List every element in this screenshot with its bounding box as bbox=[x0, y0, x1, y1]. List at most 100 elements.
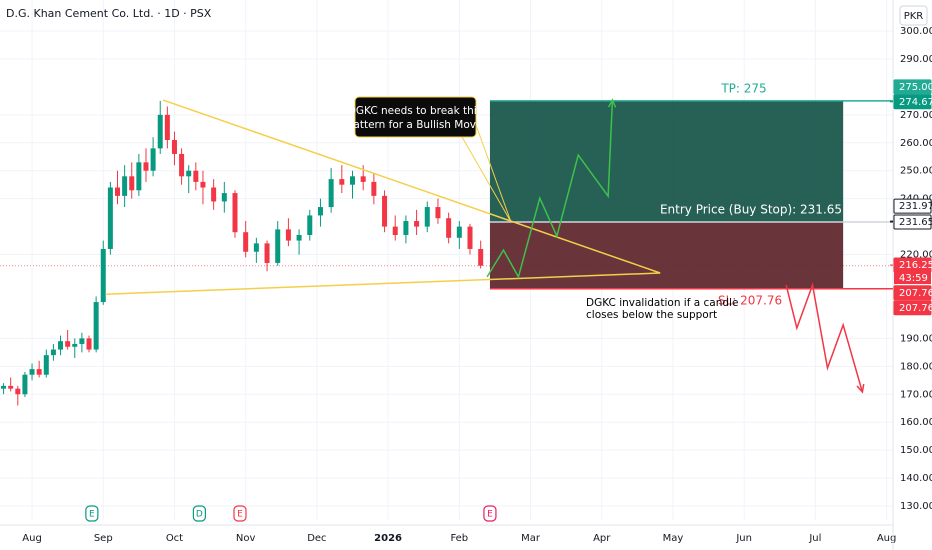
candle-body bbox=[86, 338, 92, 350]
candle-body bbox=[65, 341, 71, 347]
candle-body bbox=[392, 226, 398, 235]
y-tick-label: 170.00 bbox=[900, 389, 932, 400]
tp-label: TP: 275 bbox=[720, 81, 766, 95]
candle-body bbox=[382, 195, 388, 227]
candle-body bbox=[157, 114, 163, 149]
candle-body bbox=[275, 229, 281, 263]
candle-body bbox=[446, 218, 452, 238]
candle-body bbox=[467, 226, 473, 249]
candle-body bbox=[328, 179, 334, 208]
callout-text: DGKC invalidation if a candle bbox=[586, 297, 738, 309]
candle-body bbox=[22, 374, 28, 395]
y-tick-label: 270.00 bbox=[900, 110, 932, 121]
take-profit-zone bbox=[489, 100, 844, 222]
candle-body bbox=[179, 153, 185, 177]
x-tick-label: Oct bbox=[166, 533, 183, 544]
candle-body bbox=[15, 388, 21, 395]
sl-label: SL: 207.76 bbox=[718, 293, 782, 307]
price-tag-label: 231.65 bbox=[899, 217, 932, 228]
candle-body bbox=[211, 187, 217, 202]
price-tag-label: 275.00 bbox=[899, 82, 932, 93]
countdown-label: 43:59 bbox=[899, 273, 928, 284]
candle-body bbox=[435, 207, 441, 219]
candle-body bbox=[285, 229, 291, 241]
candle-body bbox=[43, 355, 49, 375]
projection-arrowhead bbox=[607, 98, 617, 108]
price-tag bbox=[893, 300, 932, 316]
candle-body bbox=[339, 179, 345, 185]
event-icon bbox=[233, 505, 247, 522]
price-tag bbox=[893, 198, 932, 214]
price-tag bbox=[893, 214, 932, 230]
x-tick-label: Aug bbox=[877, 533, 897, 544]
candle-body bbox=[1, 385, 7, 389]
projection-path bbox=[486, 99, 614, 279]
price-tag-label: 207.76 bbox=[899, 303, 932, 314]
trendline bbox=[105, 272, 661, 295]
x-tick-label: May bbox=[663, 533, 684, 544]
candle-body bbox=[107, 187, 113, 249]
x-tick-label: Feb bbox=[450, 533, 468, 544]
x-tick-label: Aug bbox=[22, 533, 42, 544]
y-tick-label: 180.00 bbox=[900, 361, 932, 372]
currency-box[interactable] bbox=[899, 5, 928, 26]
candle-body bbox=[478, 248, 484, 266]
candle-body bbox=[150, 148, 156, 171]
x-tick-label: Mar bbox=[521, 533, 541, 544]
y-tick-label: 140.00 bbox=[900, 473, 932, 484]
candle-body bbox=[296, 234, 302, 241]
candle-body bbox=[264, 243, 270, 263]
projection-arrowhead bbox=[856, 384, 865, 394]
candle-body bbox=[193, 170, 199, 182]
candle-body bbox=[456, 226, 462, 238]
candle-body bbox=[122, 176, 128, 196]
candle-body bbox=[143, 162, 149, 171]
entry-label: Entry Price (Buy Stop): 231.65 bbox=[660, 202, 842, 216]
candle-body bbox=[200, 181, 206, 188]
candle-body bbox=[29, 369, 35, 375]
candle-body bbox=[79, 338, 85, 344]
candle-body bbox=[186, 170, 192, 177]
candle-body bbox=[50, 349, 56, 356]
price-tag-label: 274.67 bbox=[899, 97, 932, 108]
candle-body bbox=[115, 187, 120, 196]
x-tick-label: Apr bbox=[593, 533, 611, 544]
event-icon bbox=[483, 505, 497, 522]
candle-body bbox=[100, 248, 106, 303]
x-tick-label: Sep bbox=[94, 533, 113, 544]
currency-label[interactable]: PKR bbox=[904, 11, 924, 22]
candle-body bbox=[350, 176, 355, 185]
y-tick-label: 150.00 bbox=[900, 445, 932, 456]
candle-body bbox=[307, 215, 313, 235]
callout-text: Pattern for a Bullish Move bbox=[348, 119, 483, 131]
candle-body bbox=[129, 176, 135, 191]
candle-body bbox=[221, 193, 227, 202]
plot: TP: 275 Entry Price (Buy Stop): 231.65 SL:… bbox=[0, 81, 893, 522]
price-tag bbox=[893, 94, 932, 110]
y-tick-label: 220.00 bbox=[900, 250, 932, 261]
candle-body bbox=[243, 232, 249, 252]
candle-body bbox=[403, 221, 409, 235]
event-icon bbox=[192, 505, 206, 522]
y-tick-label: 290.00 bbox=[900, 54, 932, 65]
candle-body bbox=[171, 139, 177, 154]
price-tag bbox=[893, 285, 932, 301]
candle-body bbox=[360, 176, 366, 182]
candle-body bbox=[317, 207, 323, 216]
event-label: E bbox=[487, 510, 493, 520]
event-label: E bbox=[89, 510, 95, 520]
candle-body bbox=[8, 385, 14, 389]
x-tick-label: Dec bbox=[307, 533, 326, 544]
price-tag-label: 216.25 bbox=[899, 260, 932, 271]
callout-pointer bbox=[461, 124, 512, 223]
projection-path bbox=[785, 282, 864, 393]
event-label: D bbox=[196, 510, 203, 520]
chart-title: D.G. Khan Cement Co. Ltd. · 1D · PSX bbox=[6, 7, 212, 20]
candle-body bbox=[93, 302, 99, 350]
y-tick-label: 250.00 bbox=[900, 166, 932, 177]
countdown-tag bbox=[894, 272, 931, 285]
event-label: E bbox=[237, 510, 243, 520]
candle-body bbox=[253, 243, 259, 252]
